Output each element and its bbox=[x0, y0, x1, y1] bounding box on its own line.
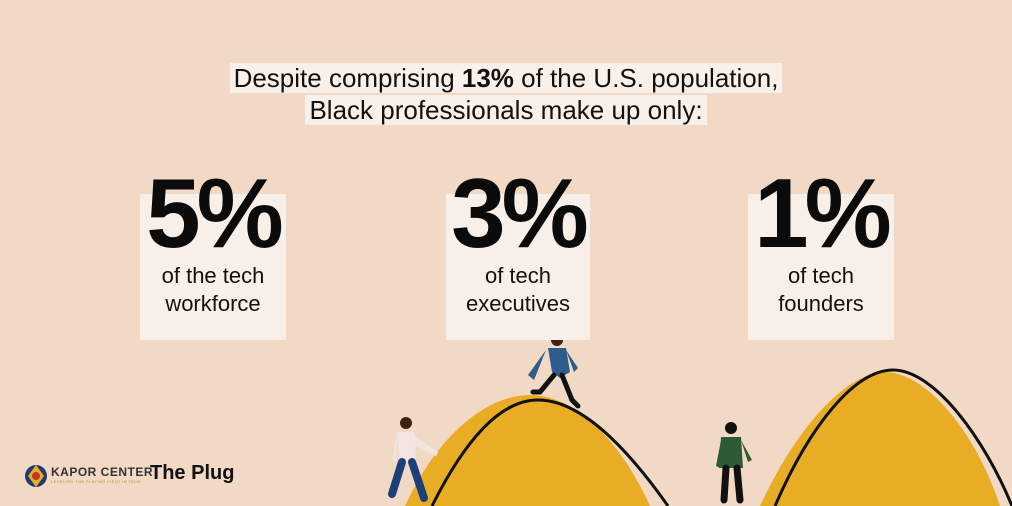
stat-value: 1% bbox=[754, 158, 892, 268]
stat-description-line-1: of the tech bbox=[161, 263, 265, 288]
stat-description: of the tech workforce bbox=[140, 262, 286, 318]
hill-middle bbox=[405, 395, 650, 506]
person-left-figure bbox=[388, 417, 438, 502]
hill-right bbox=[760, 372, 1000, 506]
hill-right-outline bbox=[773, 368, 1012, 506]
stat-description-line-2: executives bbox=[466, 291, 570, 316]
headline-line-2-text: Black professionals make up only: bbox=[305, 95, 707, 125]
kapor-center-tagline: LEVELING THE PLAYING FIELD IN TECH bbox=[51, 479, 141, 484]
headline: Despite comprising 13% of the U.S. popul… bbox=[0, 62, 1012, 126]
stat-value: 5% bbox=[146, 158, 284, 268]
stat-description-line-1: of tech bbox=[484, 263, 552, 288]
person-top-figure bbox=[528, 334, 581, 409]
headline-prefix: Despite comprising bbox=[233, 63, 462, 93]
stat-description: of tech executives bbox=[446, 262, 590, 318]
the-plug-brand: The Plug bbox=[150, 462, 235, 484]
kapor-center-name: KAPOR CENTER bbox=[51, 465, 154, 479]
headline-emphasis: 13% bbox=[461, 63, 514, 93]
stat-description-line-2: founders bbox=[778, 291, 864, 316]
stat-description-line-2: workforce bbox=[165, 291, 261, 316]
headline-suffix: of the U.S. population, bbox=[513, 63, 779, 93]
stat-card-founders: 1% of tech founders bbox=[748, 164, 894, 340]
kapor-center-logo-icon bbox=[25, 465, 47, 487]
headline-line-1: Despite comprising 13% of the U.S. popul… bbox=[0, 62, 1012, 94]
stat-description-line-1: of tech bbox=[787, 263, 855, 288]
stat-value: 3% bbox=[451, 158, 589, 268]
person-right-figure bbox=[716, 422, 752, 504]
hill-middle-outline bbox=[430, 398, 670, 506]
headline-line-2: Black professionals make up only: bbox=[0, 94, 1012, 126]
stat-description: of tech founders bbox=[748, 262, 894, 318]
stat-card-executives: 3% of tech executives bbox=[446, 164, 590, 340]
stat-card-workforce: 5% of the tech workforce bbox=[140, 164, 286, 340]
